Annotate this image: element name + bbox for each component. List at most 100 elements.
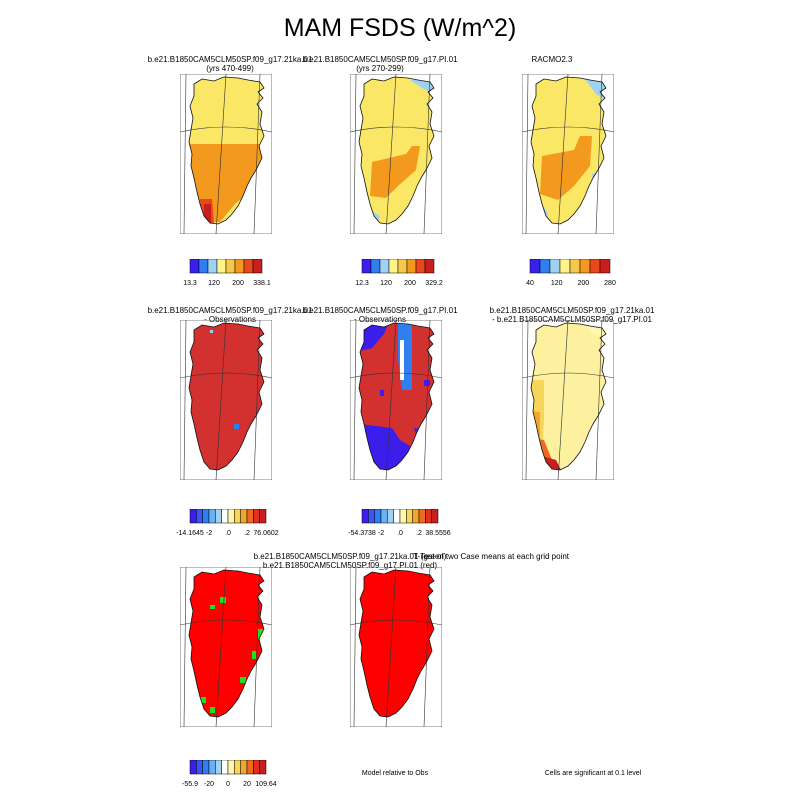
colorbar-swatch (589, 259, 601, 274)
colorbar-tick-label: .0 (397, 530, 403, 537)
colorbar-swatch (196, 760, 203, 775)
colorbar-swatch (198, 259, 209, 274)
colorbar-swatch (579, 259, 591, 274)
panel-subtitle-line: (yrs 270-299) (356, 64, 404, 73)
colorbar-swatch (361, 259, 372, 274)
map-field (359, 570, 434, 717)
colorbar-tick-label: 13.3 (183, 280, 197, 287)
panel-title: RACMO2.3 (437, 55, 667, 64)
map-panel-rel (180, 567, 272, 727)
colorbar-swatch (539, 259, 551, 274)
colorbar: 13.3 120 200 338.1 (183, 259, 271, 287)
panel-title: b.e21.B1850CAM5CLM50SP.f09_g17.21ka.01- … (457, 306, 687, 324)
colorbar-swatch (252, 259, 263, 274)
colorbar-swatch (225, 259, 236, 274)
colorbar-swatch (243, 259, 254, 274)
colorbar-swatch (415, 259, 426, 274)
colorbar-tick-label: -2 (206, 530, 212, 537)
colorbar-swatch (208, 509, 216, 524)
panel-title-line: b.e21.B1850CAM5CLM50SP.f09_g17.PI.01 (302, 306, 458, 315)
panel-title: b.e21.B1850CAM5CLM50SP.f09_g17.21ka.01- … (115, 306, 345, 324)
colorbar-swatch (388, 259, 399, 274)
colorbar-swatch (399, 509, 407, 524)
colorbar-swatch (599, 259, 611, 274)
colorbar-swatch (221, 509, 229, 524)
map-panel-model1 (180, 74, 272, 234)
panel-title-line: b.e21.B1850CAM5CLM50SP.f09_g17.21ka.01 (147, 55, 313, 64)
footnote-rel: Model relative to Obs (361, 770, 429, 777)
colorbar-swatch (393, 509, 401, 524)
colorbar-swatch (529, 259, 541, 274)
panel-title-line: RACMO2.3 (531, 55, 573, 64)
colorbar-swatch (374, 509, 382, 524)
colorbar-swatch (227, 509, 235, 524)
colorbar-swatch (207, 259, 218, 274)
map-field (359, 77, 434, 224)
panel-title: b.e21.B1850CAM5CLM50SP.f09_g17.21ka.01 (y… (115, 55, 345, 73)
map-panel-model2 (350, 74, 442, 234)
colorbar-swatch (215, 760, 222, 775)
map-field (531, 323, 606, 470)
colorbar-swatch (234, 259, 245, 274)
panel-title-line: b.e21.B1850CAM5CLM50SP.f09_g17.21ka.01 (489, 306, 655, 315)
colorbar-tick-label: 120 (551, 280, 563, 287)
colorbar-swatch (253, 760, 260, 775)
colorbar-swatch (202, 760, 210, 775)
colorbar: -14.1645 -2 .0 .2 76.0602 (176, 509, 279, 537)
colorbar-swatch (208, 760, 216, 775)
colorbar-swatch (227, 760, 235, 775)
colorbar-swatch (240, 760, 248, 775)
colorbar-tick-label: 109.64 (255, 781, 277, 788)
panel-subtitle-line: - Observations (203, 315, 257, 324)
colorbar-tick-label: 38.5556 (425, 530, 450, 537)
colorbar-tick-label: 329.2 (425, 280, 443, 287)
panel-subtitle-line: b.e21.B1850CAM5CLM50SP.f09_g17.PI.01 (re… (262, 561, 438, 570)
map-field (189, 77, 264, 224)
colorbar-swatch (189, 259, 200, 274)
colorbar-swatch (234, 509, 241, 524)
colorbar-tick-label: 120 (208, 280, 220, 287)
colorbar-swatch (559, 259, 571, 274)
colorbar-tick-label: 338.1 (253, 280, 271, 287)
colorbar-swatch (406, 509, 413, 524)
colorbar-swatch (379, 259, 390, 274)
colorbar: 40 120 200 280 (526, 259, 616, 287)
colorbar: -54.3738 -2 .0 .2 38.5556 (348, 509, 451, 537)
colorbar-tick-label: -55.9 (182, 781, 198, 788)
colorbar-swatch (234, 760, 241, 775)
colorbar-swatch (259, 509, 267, 524)
panel-title-line: b.e21.B1850CAM5CLM50SP.f09_g17.PI.01 (302, 55, 458, 64)
colorbar-swatch (424, 259, 435, 274)
colorbar-swatch (196, 509, 203, 524)
panel-title: b.e21.B1850CAM5CLM50SP.f09_g17.PI.01 (yrs… (265, 55, 495, 73)
colorbar-swatch (246, 509, 254, 524)
colorbar-tick-label: 0 (226, 781, 230, 788)
colorbar-swatch (221, 760, 229, 775)
panel-title: T-Test of two Case means at each grid po… (376, 552, 606, 561)
colorbar-tick-label: 200 (577, 280, 589, 287)
page-title: MAM FSDS (W/m^2) (283, 14, 517, 42)
colorbar-swatch (549, 259, 561, 274)
map-field (531, 77, 606, 224)
colorbar-swatch (425, 509, 432, 524)
colorbar-tick-label: 200 (404, 280, 416, 287)
colorbar-tick-label: 200 (232, 280, 244, 287)
panel-title: b.e21.B1850CAM5CLM50SP.f09_g17.PI.01- Ob… (265, 306, 495, 324)
map-field (189, 323, 264, 470)
colorbar-swatch (202, 509, 210, 524)
colorbar-swatch (387, 509, 394, 524)
colorbar-swatch (253, 509, 260, 524)
colorbar-swatch (569, 259, 581, 274)
footnote-ttest: Cells are significant at 0.1 level (544, 770, 642, 777)
map-panel-ttest (350, 567, 442, 727)
colorbar-tick-label: .2 (244, 530, 250, 537)
colorbar-swatch (189, 509, 197, 524)
colorbar: -55.9 -20 0 20 109.64 (182, 760, 277, 788)
colorbar-swatch (406, 259, 417, 274)
colorbar-tick-label: 120 (380, 280, 392, 287)
panel-subtitle-line: - Observations (353, 315, 407, 324)
colorbar-tick-label: -14.1645 (176, 530, 204, 537)
colorbar-tick-label: 12.3 (355, 280, 369, 287)
panel-title-line: T-Test of two Case means at each grid po… (412, 552, 570, 561)
map-panel-racmo (522, 74, 614, 234)
